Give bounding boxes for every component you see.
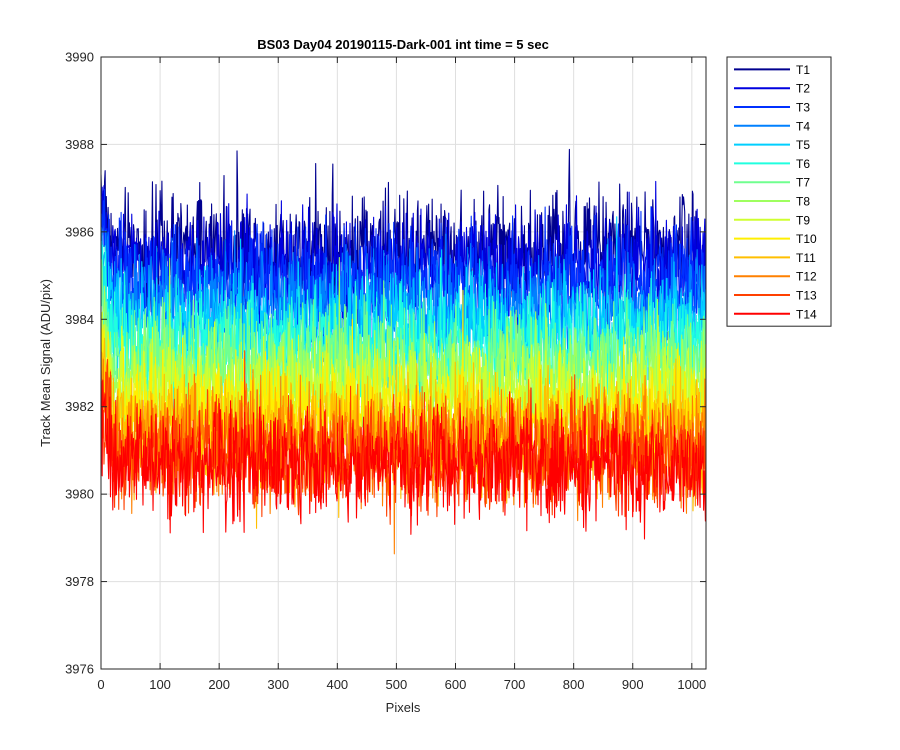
legend-label-t10: T10 (796, 232, 817, 246)
x-tick-label: 200 (208, 677, 230, 692)
legend-box (726, 56, 832, 327)
x-tick-label: 900 (622, 677, 644, 692)
legend-label-t12: T12 (796, 270, 817, 284)
y-tick-label: 3986 (65, 224, 94, 239)
x-axis-label: Pixels (386, 700, 421, 715)
series-group (101, 148, 706, 555)
legend: T1 T2 T3 T4 T5 T6 T7 T8 T9 T10 T11 T12 T13 T14 (726, 56, 832, 327)
x-tick-label: 0 (97, 677, 104, 692)
legend-label-t14: T14 (796, 307, 817, 321)
x-tick-label: 100 (149, 677, 171, 692)
y-tick-label: 3988 (65, 137, 94, 152)
legend-label-t2: T2 (796, 82, 810, 96)
legend-label-t1: T1 (796, 63, 810, 77)
y-tick-label: 3984 (65, 312, 94, 327)
x-tick-label: 300 (267, 677, 289, 692)
x-tick-label: 600 (445, 677, 467, 692)
legend-label-t3: T3 (796, 101, 810, 115)
y-axis-label: Track Mean Signal (ADU/pix) (38, 279, 53, 447)
chart-title: BS03 Day04 20190115-Dark-001 int time = … (257, 37, 549, 52)
axes: 0 100 200 300 400 500 600 700 800 900 1000 3976 3978… (65, 50, 707, 692)
series-line-t14 (101, 370, 706, 540)
y-tick-label: 3990 (65, 50, 94, 65)
legend-label-t5: T5 (796, 138, 810, 152)
y-tick-label: 3976 (65, 662, 94, 677)
legend-label-t8: T8 (796, 195, 810, 209)
legend-label-t13: T13 (796, 289, 817, 303)
legend-label-t11: T11 (796, 251, 816, 265)
x-tick-label: 400 (326, 677, 348, 692)
y-tick-label: 3978 (65, 574, 94, 589)
axes-box (100, 56, 707, 670)
legend-label-t7: T7 (796, 176, 810, 190)
series-line-t3 (101, 188, 706, 363)
legend-label-t6: T6 (796, 157, 810, 171)
x-tick-label: 700 (504, 677, 526, 692)
legend-label-t9: T9 (796, 213, 810, 227)
x-tick-label: 800 (563, 677, 585, 692)
y-tick-label: 3980 (65, 487, 94, 502)
x-tick-label: 1000 (677, 677, 706, 692)
x-tick-label: 500 (386, 677, 408, 692)
y-tick-label: 3982 (65, 399, 94, 414)
legend-label-t4: T4 (796, 119, 810, 133)
